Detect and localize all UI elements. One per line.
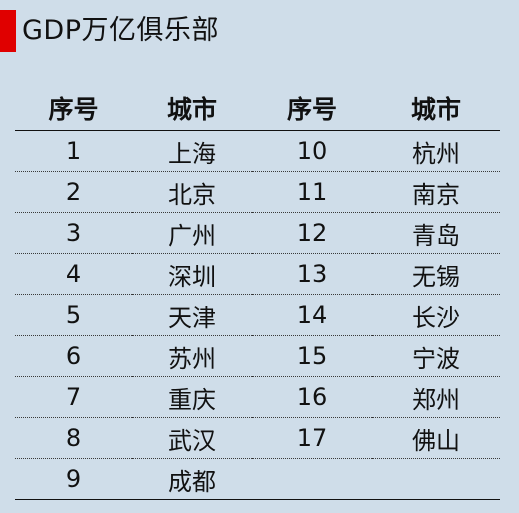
cell-rank-right bbox=[252, 458, 372, 500]
cell-city-left: 上海 bbox=[132, 130, 252, 172]
cell-city-right: 宁波 bbox=[372, 335, 500, 377]
cell-rank-left: 6 bbox=[15, 335, 132, 377]
table-body: 1 上海 10 杭州 2 北京 11 南京 3 广州 12 青岛 4 深圳 13 无锡 5 天津 14 长沙 6 苏州 15… bbox=[15, 130, 500, 500]
ranking-table-container: 序号 城市 序号 城市 1 上海 10 杭州 2 北京 11 南京 3 广州 12 青岛 4 深圳 13 无锡… bbox=[15, 86, 500, 500]
cell-city-right: 无锡 bbox=[372, 253, 500, 295]
cell-city-right bbox=[372, 458, 500, 500]
cell-city-right: 杭州 bbox=[372, 130, 500, 172]
cell-city-right: 长沙 bbox=[372, 294, 500, 336]
cell-rank-left: 3 bbox=[15, 212, 132, 254]
header-rank-right: 序号 bbox=[252, 86, 372, 131]
cell-city-left: 深圳 bbox=[132, 253, 252, 295]
cell-rank-right: 14 bbox=[252, 294, 372, 336]
cell-rank-left: 9 bbox=[15, 458, 132, 500]
cell-city-right: 青岛 bbox=[372, 212, 500, 254]
cell-rank-left: 5 bbox=[15, 294, 132, 336]
cell-rank-right: 16 bbox=[252, 376, 372, 418]
cell-rank-left: 8 bbox=[15, 417, 132, 459]
ranking-table: 序号 城市 序号 城市 1 上海 10 杭州 2 北京 11 南京 3 广州 12 青岛 4 深圳 13 无锡… bbox=[15, 86, 500, 500]
cell-city-right: 佛山 bbox=[372, 417, 500, 459]
cell-rank-right: 13 bbox=[252, 253, 372, 295]
page-title: GDP万亿俱乐部 bbox=[22, 15, 219, 46]
cell-city-left: 天津 bbox=[132, 294, 252, 336]
cell-city-left: 重庆 bbox=[132, 376, 252, 418]
table-row: 9 成都 bbox=[15, 458, 500, 500]
cell-rank-left: 7 bbox=[15, 376, 132, 418]
table-row: 6 苏州 15 宁波 bbox=[15, 335, 500, 377]
cell-rank-right: 15 bbox=[252, 335, 372, 377]
table-row: 5 天津 14 长沙 bbox=[15, 294, 500, 336]
cell-rank-right: 11 bbox=[252, 171, 372, 213]
table-header-row: 序号 城市 序号 城市 bbox=[15, 86, 500, 131]
table-row: 4 深圳 13 无锡 bbox=[15, 253, 500, 295]
cell-city-left: 北京 bbox=[132, 171, 252, 213]
header-city-left: 城市 bbox=[132, 86, 252, 131]
table-row: 7 重庆 16 郑州 bbox=[15, 376, 500, 418]
title-accent-bar bbox=[0, 10, 16, 52]
cell-city-left: 广州 bbox=[132, 212, 252, 254]
table-row: 3 广州 12 青岛 bbox=[15, 212, 500, 254]
cell-rank-left: 4 bbox=[15, 253, 132, 295]
cell-city-right: 南京 bbox=[372, 171, 500, 213]
table-row: 2 北京 11 南京 bbox=[15, 171, 500, 213]
cell-city-left: 苏州 bbox=[132, 335, 252, 377]
cell-rank-right: 17 bbox=[252, 417, 372, 459]
cell-rank-left: 1 bbox=[15, 130, 132, 172]
cell-city-left: 武汉 bbox=[132, 417, 252, 459]
cell-city-right: 郑州 bbox=[372, 376, 500, 418]
header-rank-left: 序号 bbox=[15, 86, 132, 131]
table-row: 1 上海 10 杭州 bbox=[15, 130, 500, 172]
table-row: 8 武汉 17 佛山 bbox=[15, 417, 500, 459]
cell-rank-right: 12 bbox=[252, 212, 372, 254]
header-city-right: 城市 bbox=[372, 86, 500, 131]
cell-city-left: 成都 bbox=[132, 458, 252, 500]
cell-rank-right: 10 bbox=[252, 130, 372, 172]
cell-rank-left: 2 bbox=[15, 171, 132, 213]
